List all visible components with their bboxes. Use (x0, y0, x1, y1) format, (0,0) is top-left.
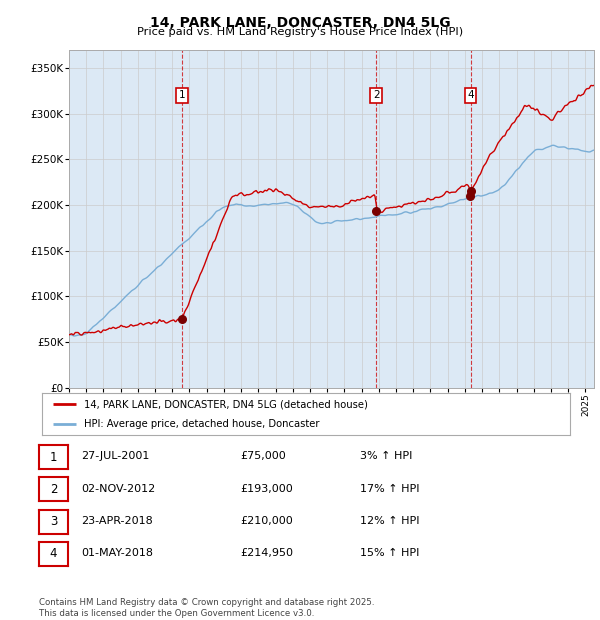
Text: 15% ↑ HPI: 15% ↑ HPI (360, 548, 419, 558)
Text: 4: 4 (50, 547, 57, 560)
Text: 12% ↑ HPI: 12% ↑ HPI (360, 516, 419, 526)
Text: 23-APR-2018: 23-APR-2018 (81, 516, 153, 526)
Text: 02-NOV-2012: 02-NOV-2012 (81, 484, 155, 494)
Text: Contains HM Land Registry data © Crown copyright and database right 2025.
This d: Contains HM Land Registry data © Crown c… (39, 598, 374, 618)
Text: £193,000: £193,000 (240, 484, 293, 494)
Text: 3: 3 (50, 515, 57, 528)
Text: 14, PARK LANE, DONCASTER, DN4 5LG (detached house): 14, PARK LANE, DONCASTER, DN4 5LG (detac… (84, 399, 368, 409)
Text: HPI: Average price, detached house, Doncaster: HPI: Average price, detached house, Donc… (84, 419, 320, 429)
Text: 4: 4 (467, 91, 474, 100)
Text: 01-MAY-2018: 01-MAY-2018 (81, 548, 153, 558)
Text: 1: 1 (50, 451, 57, 464)
Text: £210,000: £210,000 (240, 516, 293, 526)
Text: 14, PARK LANE, DONCASTER, DN4 5LG: 14, PARK LANE, DONCASTER, DN4 5LG (149, 16, 451, 30)
Text: 3% ↑ HPI: 3% ↑ HPI (360, 451, 412, 461)
Text: 27-JUL-2001: 27-JUL-2001 (81, 451, 149, 461)
Text: 2: 2 (50, 483, 57, 496)
Text: £214,950: £214,950 (240, 548, 293, 558)
Text: 2: 2 (373, 91, 379, 100)
Text: Price paid vs. HM Land Registry's House Price Index (HPI): Price paid vs. HM Land Registry's House … (137, 27, 463, 37)
Text: 1: 1 (179, 91, 185, 100)
Text: £75,000: £75,000 (240, 451, 286, 461)
Text: 17% ↑ HPI: 17% ↑ HPI (360, 484, 419, 494)
